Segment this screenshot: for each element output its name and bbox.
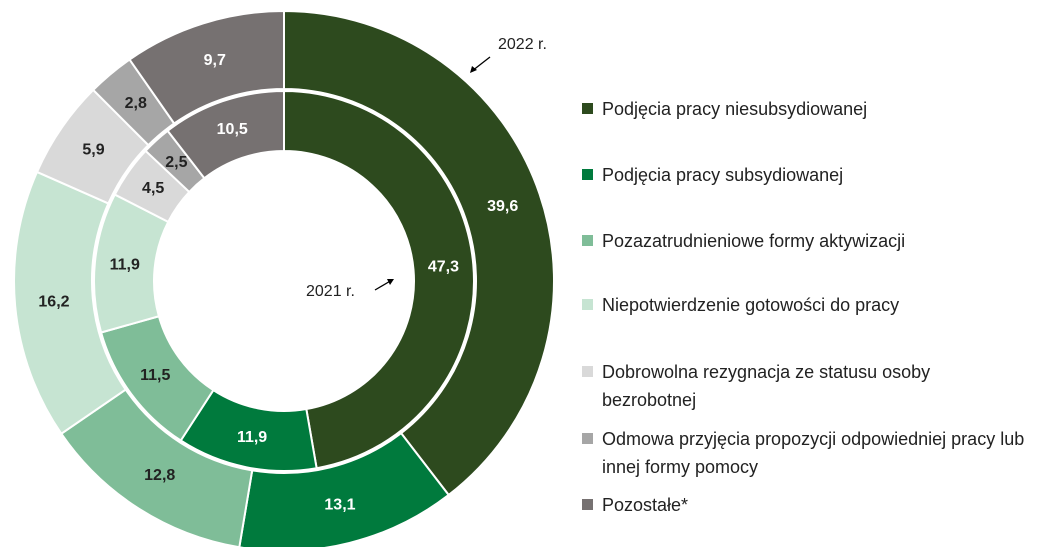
- legend-item: Niepotwierdzenie gotowości do pracy: [582, 291, 1042, 319]
- legend-item: Podjęcia pracy niesubsydiowanej: [582, 95, 1042, 123]
- legend-swatch: [582, 433, 593, 444]
- legend-swatch: [582, 103, 593, 114]
- legend-label: Dobrowolna rezygnacja ze statusu osoby b…: [602, 362, 931, 410]
- legend-swatch: [582, 366, 593, 377]
- series-annotation: 2021 r.: [306, 283, 355, 300]
- legend-label: Pozazatrudnieniowe formy aktywizacji: [602, 231, 906, 251]
- data-label: 9,7: [204, 52, 226, 69]
- data-label: 4,5: [142, 180, 164, 197]
- legend-label: Odmowa przyjęcia propozycji odpowiedniej…: [602, 429, 1025, 477]
- donut-segment: [128, 9, 285, 125]
- data-label: 16,2: [38, 294, 69, 311]
- legend-swatch: [582, 499, 593, 510]
- legend-item: Podjęcia pracy subsydiowanej: [582, 161, 1042, 189]
- data-label: 11,5: [140, 367, 170, 384]
- legend-item: Odmowa przyjęcia propozycji odpowiedniej…: [582, 425, 1042, 481]
- arrow-head: [387, 279, 394, 285]
- legend-swatch: [582, 169, 593, 180]
- legend-item: Pozazatrudnieniowe formy aktywizacji: [582, 227, 1042, 255]
- data-label: 39,6: [487, 198, 518, 215]
- data-label: 2,5: [165, 154, 187, 171]
- data-label: 11,9: [110, 256, 140, 273]
- legend-label: Niepotwierdzenie gotowości do pracy: [602, 295, 900, 315]
- data-label: 47,3: [428, 258, 459, 275]
- legend-label: Podjęcia pracy subsydiowanej: [602, 165, 844, 185]
- legend-label: Podjęcia pracy niesubsydiowanej: [602, 99, 868, 119]
- legend-item: Dobrowolna rezygnacja ze statusu osoby b…: [582, 358, 1042, 414]
- data-label: 5,9: [82, 142, 104, 159]
- legend-label: Pozostałe*: [602, 495, 689, 515]
- legend-item: Pozostałe*: [582, 491, 1042, 519]
- donut-segment: [283, 89, 475, 470]
- data-label: 10,5: [217, 121, 248, 138]
- data-label: 11,9: [237, 429, 267, 446]
- data-label: 2,8: [125, 95, 147, 112]
- data-label: 13,1: [324, 496, 355, 513]
- donut-segment: [283, 9, 555, 497]
- donut-segment: [166, 89, 285, 180]
- legend-swatch: [582, 299, 593, 310]
- arrow-head: [470, 66, 477, 73]
- series-annotation: 2022 r.: [498, 36, 547, 53]
- donut-segment: [238, 431, 451, 547]
- data-label: 12,8: [144, 467, 175, 484]
- legend-swatch: [582, 235, 593, 246]
